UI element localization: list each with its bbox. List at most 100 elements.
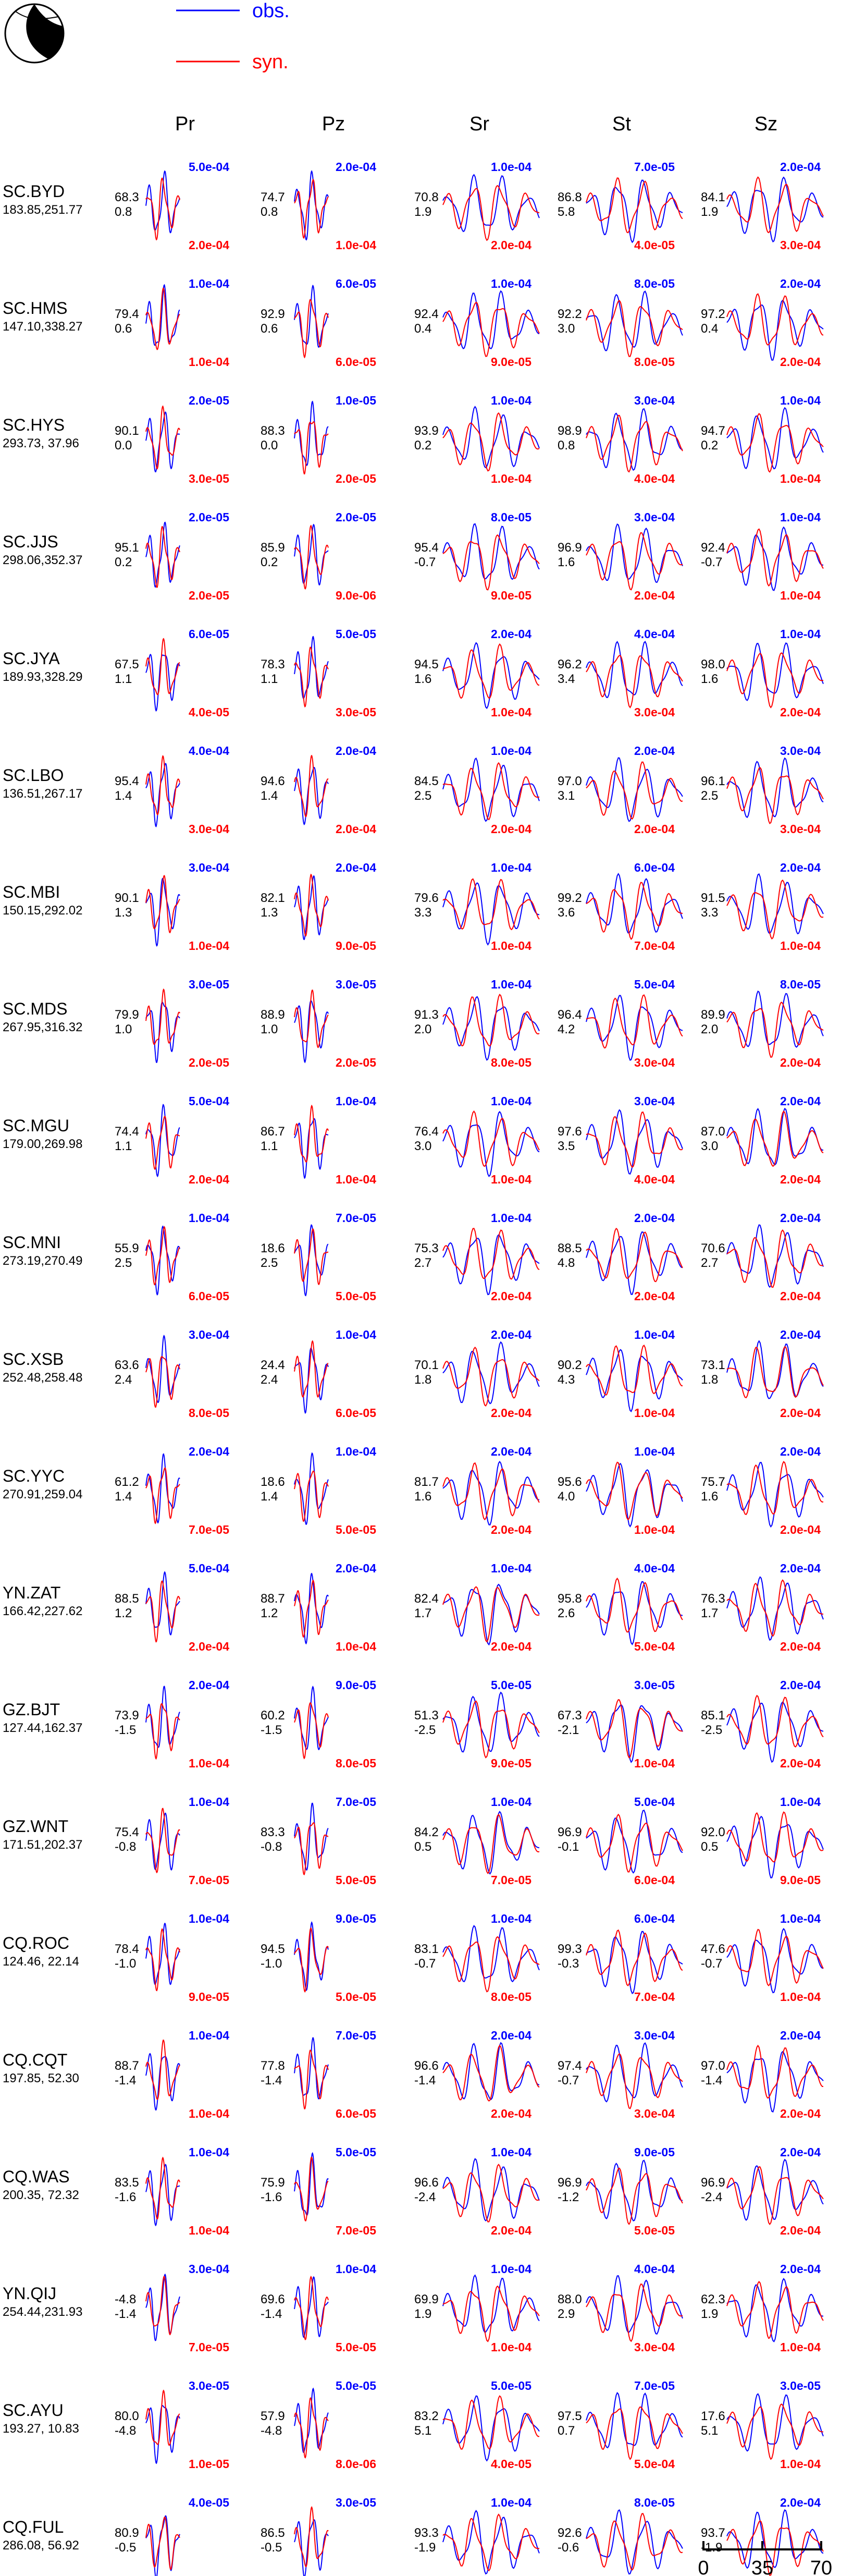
cross-correlation-value: 79.4 xyxy=(115,307,139,321)
component-panel: 17.65.1 3.0e-05 1.0e-04 xyxy=(701,2379,824,2471)
syn-waveform xyxy=(294,299,329,359)
time-shift-value: 1.6 xyxy=(558,555,575,569)
cross-correlation-value: 90.2 xyxy=(558,1358,582,1372)
station-distance-azimuth: 179.00,269.98 xyxy=(3,1137,82,1151)
time-shift-value: 1.4 xyxy=(115,1490,132,1504)
obs-waveform xyxy=(726,1701,824,1763)
station-distance-azimuth: 171.51,202.37 xyxy=(3,1838,82,1852)
syn-waveform xyxy=(145,1580,180,1643)
syn-waveform xyxy=(442,643,540,699)
syn-waveform xyxy=(586,655,683,709)
syn-waveform xyxy=(586,882,683,941)
obs-waveform xyxy=(586,1581,683,1645)
component-panel: 84.20.5 1.0e-04 7.0e-05 xyxy=(414,1795,540,1887)
syn-amplitude-label: 6.0e-05 xyxy=(336,1406,376,1420)
obs-amplitude-label: 2.0e-04 xyxy=(336,744,376,758)
cross-correlation-value: 92.0 xyxy=(701,1825,725,1839)
syn-waveform xyxy=(294,1104,329,1163)
station-name: CQ.CQT xyxy=(3,2050,67,2069)
obs-waveform xyxy=(586,408,683,471)
time-shift-value: 2.6 xyxy=(558,1606,575,1620)
cross-correlation-value: 96.6 xyxy=(414,2059,439,2073)
cross-correlation-value: 97.5 xyxy=(558,2409,582,2423)
cross-correlation-value: 70.6 xyxy=(701,1241,725,1255)
obs-waveform xyxy=(442,174,540,233)
component-panel: 75.9-1.6 5.0e-05 7.0e-05 xyxy=(261,2145,376,2237)
obs-amplitude-label: 3.0e-04 xyxy=(634,2029,675,2042)
obs-amplitude-label: 1.0e-04 xyxy=(780,1912,821,1925)
syn-amplitude-label: 8.0e-05 xyxy=(491,1056,531,1069)
obs-amplitude-label: 2.0e-04 xyxy=(780,1445,821,1458)
station-distance-azimuth: 252.48,258.48 xyxy=(3,1371,82,1385)
obs-waveform xyxy=(726,757,824,819)
syn-amplitude-label: 2.0e-04 xyxy=(780,355,821,369)
obs-amplitude-label: 2.0e-04 xyxy=(780,160,821,174)
cross-correlation-value: 77.8 xyxy=(261,2059,285,2073)
obs-amplitude-label: 9.0e-05 xyxy=(634,2145,675,2159)
station-name: SC.JJS xyxy=(3,532,58,551)
time-shift-value: -0.6 xyxy=(558,2541,579,2555)
component-panel: 91.32.0 1.0e-04 8.0e-05 xyxy=(414,978,540,1069)
time-shift-value: 1.9 xyxy=(701,205,718,219)
syn-amplitude-label: 2.0e-05 xyxy=(189,589,229,602)
cross-correlation-value: 86.5 xyxy=(261,2526,285,2540)
cross-correlation-value: 84.1 xyxy=(701,190,725,204)
syn-waveform xyxy=(294,2049,329,2110)
station-row: SC.XSB252.48,258.4863.62.43.0e-048.0e-05… xyxy=(3,1328,824,1420)
syn-amplitude-label: 3.0e-04 xyxy=(634,705,675,719)
time-shift-value: 0.4 xyxy=(701,322,718,336)
station-distance-azimuth: 293.73, 37.96 xyxy=(3,436,79,450)
syn-waveform xyxy=(294,1228,329,1286)
obs-amplitude-label: 3.0e-04 xyxy=(634,510,675,524)
obs-amplitude-label: 2.0e-05 xyxy=(336,510,376,524)
cross-correlation-value: 96.9 xyxy=(558,2176,582,2190)
station-distance-azimuth: 136.51,267.17 xyxy=(3,787,82,801)
cross-correlation-value: 88.9 xyxy=(261,1008,285,1022)
obs-amplitude-label: 1.0e-04 xyxy=(780,627,821,641)
syn-amplitude-label: 3.0e-04 xyxy=(634,1056,675,1069)
obs-amplitude-label: 2.0e-04 xyxy=(780,2262,821,2276)
syn-amplitude-label: 6.0e-05 xyxy=(336,2107,376,2120)
syn-amplitude-label: 5.0e-05 xyxy=(336,1523,376,1536)
component-panel: 92.6-0.6 8.0e-05 2.0e-04 xyxy=(558,2496,683,2576)
station-row: GZ.WNT171.51,202.3775.4-0.81.0e-047.0e-0… xyxy=(3,1795,824,1887)
syn-waveform xyxy=(145,1356,180,1408)
obs-amplitude-label: 3.0e-05 xyxy=(336,978,376,991)
syn-amplitude-label: 2.0e-04 xyxy=(491,238,531,252)
station-name: CQ.FUL xyxy=(3,2518,64,2536)
cross-correlation-value: 75.7 xyxy=(701,1475,725,1489)
obs-amplitude-label: 8.0e-05 xyxy=(634,2496,675,2509)
syn-waveform xyxy=(726,2166,824,2226)
time-shift-value: 1.9 xyxy=(414,205,431,219)
syn-amplitude-label: 8.0e-06 xyxy=(336,2457,376,2471)
component-panel: 76.43.0 1.0e-04 1.0e-04 xyxy=(414,1094,540,1186)
syn-amplitude-label: 5.0e-05 xyxy=(336,1990,376,2004)
syn-amplitude-label: 9.0e-05 xyxy=(336,939,376,953)
obs-amplitude-label: 5.0e-04 xyxy=(189,1094,229,1108)
component-panel: 85.1-2.5 2.0e-04 2.0e-04 xyxy=(701,1678,824,1770)
syn-amplitude-label: 2.0e-04 xyxy=(634,822,675,836)
syn-waveform xyxy=(294,1470,329,1522)
obs-waveform xyxy=(442,1691,540,1753)
component-panel: 95.64.0 1.0e-04 1.0e-04 xyxy=(558,1445,683,1536)
obs-waveform xyxy=(442,882,540,946)
component-panel: 98.90.8 3.0e-04 4.0e-04 xyxy=(558,394,683,485)
obs-amplitude-label: 1.0e-04 xyxy=(336,1445,376,1458)
syn-waveform xyxy=(294,178,329,239)
component-panel: 18.62.5 7.0e-05 5.0e-05 xyxy=(261,1211,376,1303)
time-shift-value: -0.5 xyxy=(115,2541,136,2555)
syn-amplitude-label: 2.0e-05 xyxy=(189,1056,229,1069)
station-row: SC.MBI150.15,292.0290.11.33.0e-041.0e-04… xyxy=(3,861,824,953)
time-shift-value: 2.7 xyxy=(701,1256,718,1270)
time-shift-value: 3.3 xyxy=(414,906,431,920)
cross-correlation-value: 92.6 xyxy=(558,2526,582,2540)
cross-correlation-value: 79.6 xyxy=(414,891,439,905)
obs-amplitude-label: 1.0e-04 xyxy=(189,2029,229,2042)
obs-waveform xyxy=(145,2273,180,2341)
time-shift-value: 4.3 xyxy=(558,1373,575,1387)
syn-waveform xyxy=(726,413,824,473)
obs-amplitude-label: 2.0e-04 xyxy=(491,1445,531,1458)
obs-amplitude-label: 9.0e-05 xyxy=(336,1912,376,1925)
syn-amplitude-label: 2.0e-04 xyxy=(780,2574,821,2576)
obs-amplitude-label: 3.0e-05 xyxy=(336,2496,376,2509)
